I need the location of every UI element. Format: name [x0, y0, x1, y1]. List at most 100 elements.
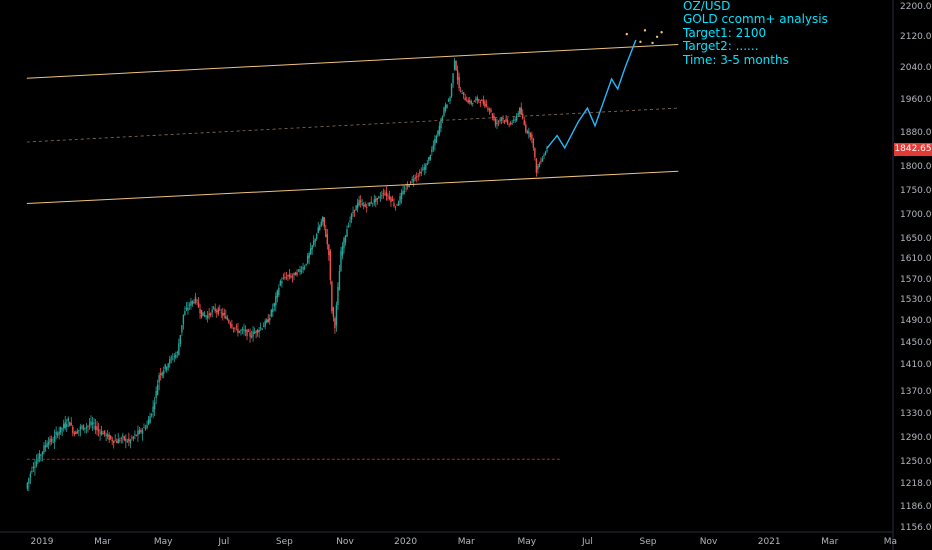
candle-body — [235, 326, 238, 328]
candle-body — [353, 209, 356, 212]
candle-body — [240, 330, 242, 331]
annotation-line: Target2: ...... — [683, 39, 759, 54]
candle-body — [150, 413, 153, 416]
candle-body — [279, 281, 282, 286]
candle-body — [447, 99, 450, 102]
candle-body — [529, 132, 532, 138]
candle-body — [140, 429, 142, 432]
annotation-line: Target1: 2100 — [683, 25, 767, 40]
x-tick-label: 2019 — [31, 537, 54, 547]
candle-body — [399, 196, 401, 203]
candle-body — [232, 327, 235, 329]
candle-body — [244, 330, 247, 332]
candle-body — [85, 426, 88, 428]
upper-channel-line[interactable] — [26, 44, 679, 79]
candle-body — [517, 113, 519, 116]
candle-body — [334, 318, 336, 329]
candle-body — [200, 310, 203, 318]
candle-body — [135, 435, 138, 436]
y-tick-label: 2040.00 — [900, 63, 932, 73]
x-tick-label: Mar — [94, 537, 111, 547]
candle-body — [366, 207, 368, 208]
candle-body — [431, 149, 433, 153]
candle-body — [197, 302, 200, 308]
candle-body — [153, 402, 156, 410]
candle-body — [267, 319, 269, 323]
y-tick-label: 1700.00 — [900, 210, 932, 220]
candle-body — [137, 430, 139, 436]
candle-body — [406, 183, 409, 187]
candle-body — [293, 272, 295, 276]
candle-body — [526, 131, 528, 134]
candle-body — [514, 119, 516, 121]
candle-body — [473, 101, 475, 103]
candle-body — [378, 196, 380, 198]
candle-body — [273, 303, 275, 307]
candle-body — [90, 421, 92, 426]
candle-body — [490, 109, 492, 112]
candle-body — [249, 332, 251, 337]
x-axis[interactable]: 2019 Mar May Jul Sep Nov 2020 Mar May Jul Sep Nov 20… — [31, 537, 897, 547]
y-tick-label: 1570.00 — [900, 275, 932, 285]
candle-body — [158, 374, 160, 383]
candle-body — [261, 328, 263, 330]
candle-body — [511, 122, 513, 124]
candle-body — [44, 445, 47, 448]
candle-body — [332, 307, 335, 317]
y-axis[interactable]: 2200.00 2120.00 2040.00 1960.00 1880.00 1800.… — [900, 2, 932, 533]
candle-body — [58, 431, 60, 435]
candle-body — [269, 318, 271, 321]
candle-body — [455, 60, 457, 71]
candle-body — [49, 438, 51, 443]
y-tick-label: 1186.00 — [900, 502, 932, 512]
candle-body — [453, 60, 456, 70]
candle-body — [208, 313, 210, 316]
candle-body — [316, 233, 318, 239]
y-tick-label: 1490.00 — [900, 316, 932, 326]
candle-body — [222, 313, 224, 316]
candle-body — [28, 478, 30, 484]
candle-body — [515, 115, 518, 121]
candle-body — [350, 214, 353, 220]
candle-body — [370, 201, 372, 204]
candle-body — [275, 296, 277, 306]
candle-body — [443, 107, 445, 116]
candle-body — [305, 263, 307, 266]
candle-body — [291, 276, 294, 278]
y-tick-label: 1800.00 — [900, 162, 932, 172]
candle-body — [46, 443, 48, 447]
candle-body — [444, 104, 447, 111]
candle-body — [88, 424, 91, 426]
candle-body — [356, 203, 359, 209]
y-tick-label: 1410.00 — [900, 360, 932, 370]
candle-body — [84, 427, 86, 429]
forecast-dot — [660, 31, 663, 34]
x-tick-label: 2021 — [758, 537, 781, 547]
forecast-dot — [655, 35, 659, 38]
candle-body — [488, 108, 491, 111]
mid-channel-line[interactable] — [26, 107, 679, 143]
candle-body — [372, 202, 374, 204]
candle-body — [216, 310, 218, 313]
annotation-line: OZ/USD — [683, 0, 731, 13]
candle-body — [500, 118, 503, 121]
lower-channel-line[interactable] — [26, 170, 679, 204]
candle-body — [538, 163, 541, 168]
candle-body — [59, 426, 62, 433]
candle-body — [449, 97, 451, 102]
candle-body — [325, 228, 327, 237]
candle-body — [464, 97, 466, 101]
candle-body — [494, 118, 497, 126]
candle-body — [116, 441, 118, 443]
candle-body — [411, 179, 413, 181]
forecast-path[interactable] — [545, 39, 637, 150]
candle-body — [458, 77, 460, 89]
candle-body — [503, 120, 506, 123]
candle-body — [47, 442, 50, 445]
candle-body — [258, 329, 260, 332]
candle-body — [29, 473, 32, 478]
candle-body — [541, 158, 544, 162]
candle-body — [506, 120, 509, 124]
candle-body — [159, 373, 162, 375]
